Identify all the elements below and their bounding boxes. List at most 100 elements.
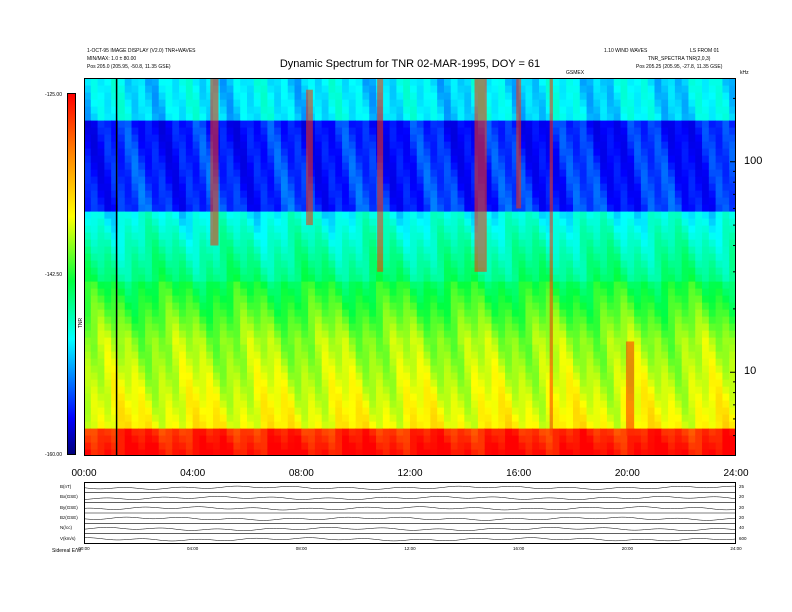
spectrum-cell — [138, 106, 146, 114]
spectrum-cell — [484, 225, 493, 233]
spectrum-cell — [355, 309, 364, 317]
spectrum-cell — [389, 204, 398, 212]
spectrum-cell — [117, 183, 126, 191]
spectrum-cell — [165, 183, 173, 191]
spectrum-cell — [437, 274, 445, 282]
spectrum-cell — [348, 197, 357, 205]
spectrum-cell — [97, 190, 105, 198]
spectrum-cell — [443, 253, 452, 261]
spectrum-cell — [464, 372, 472, 380]
spectrum-cell — [505, 400, 513, 408]
spectrum-cell — [192, 218, 201, 226]
spectrum-cell — [423, 358, 431, 366]
spectrum-cell — [640, 400, 649, 408]
spectrum-cell — [90, 365, 99, 373]
spectrum-cell — [138, 351, 146, 359]
spectrum-cell — [505, 99, 513, 107]
spectrum-cell — [477, 351, 486, 359]
spectrum-cell — [117, 127, 126, 135]
spectrum-cell — [491, 449, 499, 456]
spectrum-cell — [647, 295, 656, 303]
spectrum-cell — [138, 141, 146, 149]
spectrum-cell — [199, 421, 207, 429]
spectrum-cell — [138, 323, 146, 331]
spectrum-cell — [226, 316, 235, 324]
spectrum-cell — [423, 78, 431, 86]
spectrum-cell — [165, 169, 173, 177]
spectrum-cell — [233, 120, 241, 128]
spectrum-cell — [477, 386, 486, 394]
spectrum-cell — [640, 113, 649, 121]
spectrum-cell — [477, 323, 486, 331]
spectrum-cell — [532, 351, 540, 359]
spectrum-cell — [620, 190, 628, 198]
spectrum-cell — [172, 302, 180, 310]
spectrum-cell — [267, 358, 275, 366]
spectrum-cell — [430, 92, 438, 100]
spectrum-cell — [606, 351, 615, 359]
spectrum-cell — [674, 120, 683, 128]
spectrum-cell — [464, 267, 472, 275]
spectrum-cell — [97, 288, 105, 296]
spectrum-cell — [471, 421, 479, 429]
spectrum-cell — [443, 379, 452, 387]
spectrum-cell — [124, 309, 133, 317]
spectrum-cell — [484, 302, 493, 310]
spectrum-cell — [151, 267, 160, 275]
spectrum-cell — [294, 113, 302, 121]
spectrum-cell — [410, 120, 418, 128]
spectrum-cell — [464, 225, 472, 233]
spectrum-cell — [498, 211, 506, 219]
spectrum-cell — [430, 330, 438, 338]
spectrum-cell — [301, 120, 309, 128]
spectrum-cell — [423, 407, 431, 415]
spectrum-cell — [226, 141, 235, 149]
spectrum-cell — [138, 337, 146, 345]
spectrum-cell — [498, 218, 506, 226]
spectrum-cell — [287, 267, 296, 275]
spectrum-cell — [484, 155, 493, 163]
spectrum-cell — [287, 99, 296, 107]
spectrum-cell — [559, 211, 567, 219]
spectrum-cell — [335, 148, 343, 156]
spectrum-cell — [138, 386, 146, 394]
spectrum-cell — [403, 85, 411, 93]
spectrum-cell — [634, 414, 642, 422]
spectrum-cell — [613, 302, 622, 310]
spectrum-cell — [695, 204, 703, 212]
spectrum-cell — [185, 414, 194, 422]
spectrum-cell — [267, 421, 275, 429]
spectrum-cell — [484, 253, 493, 261]
spectrum-cell — [301, 344, 309, 352]
spectrum-cell — [131, 99, 139, 107]
spectrum-cell — [172, 337, 180, 345]
spectrum-cell — [179, 365, 187, 373]
spectrum-cell — [600, 120, 608, 128]
spectrum-cell — [240, 85, 248, 93]
spectrum-cell — [131, 113, 139, 121]
spectrum-cell — [702, 148, 710, 156]
spectrum-cell — [545, 309, 554, 317]
spectrum-cell — [369, 239, 377, 247]
spectrum-cell — [179, 246, 187, 254]
spectrum-cell — [199, 288, 207, 296]
spectrum-cell — [600, 169, 608, 177]
spectrum-cell — [314, 253, 323, 261]
spectrum-cell — [498, 190, 506, 198]
spectrum-cell — [117, 337, 126, 345]
spectrum-cell — [301, 141, 309, 149]
spectrum-cell — [566, 435, 574, 443]
spectrum-cell — [511, 246, 520, 254]
spectrum-cell — [708, 428, 717, 436]
spectrum-cell — [450, 239, 459, 247]
spectrum-cell — [627, 85, 635, 93]
spectrum-cell — [131, 288, 139, 296]
spectrum-cell — [668, 428, 676, 436]
spectrum-cell — [627, 288, 635, 296]
spectrum-cell — [185, 92, 194, 100]
spectrum-cell — [443, 372, 452, 380]
spectrum-cell — [668, 358, 676, 366]
spectrum-cell — [362, 449, 370, 456]
spectrum-cell — [233, 358, 241, 366]
spectrum-cell — [206, 162, 214, 170]
